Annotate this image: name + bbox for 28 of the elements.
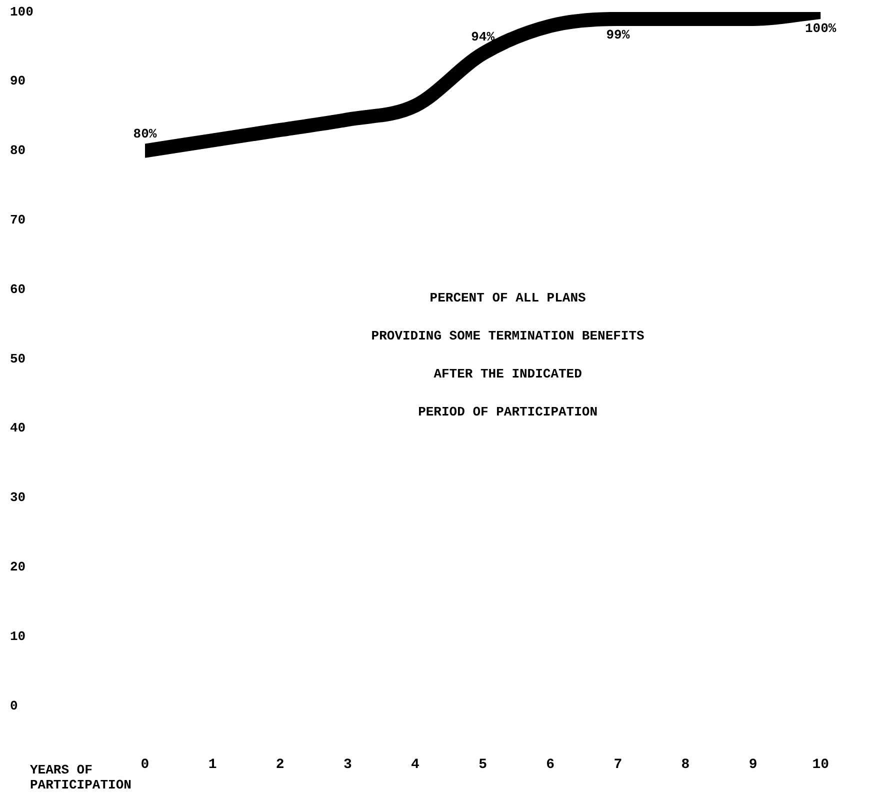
x-tick-label: 5 xyxy=(478,756,487,773)
x-tick-label: 10 xyxy=(812,756,830,773)
x-tick-label: 8 xyxy=(681,756,690,773)
x-tick-label: 2 xyxy=(276,756,284,773)
x-tick-label: 0 xyxy=(140,756,150,773)
y-tick-label: 80 xyxy=(10,143,26,158)
data-label: 100% xyxy=(804,20,836,36)
chart-title: PERCENT OF ALL PLANS PROVIDING SOME TERMINATION BENEFITS AFTER THE INDICATED PERIOD OF PARTICIPATION xyxy=(371,290,644,420)
data-label: 94% xyxy=(471,29,495,44)
x-tick-label: 3 xyxy=(343,756,352,773)
x-axis-title: YEARS OF PARTICIPATION xyxy=(30,762,132,792)
data-label: 80% xyxy=(133,126,157,142)
y-tick-label: 0 xyxy=(10,698,18,714)
y-tick-label: 20 xyxy=(10,559,26,574)
y-tick-label: 30 xyxy=(10,490,26,506)
y-tick-label: 40 xyxy=(10,420,26,436)
x-tick-label: 6 xyxy=(546,756,555,773)
y-tick-label: 60 xyxy=(10,282,26,297)
x-tick-label: 4 xyxy=(411,756,420,773)
y-tick-label: 90 xyxy=(10,74,26,89)
data-label: 99% xyxy=(606,28,630,43)
y-tick-label: 70 xyxy=(10,212,26,228)
y-tick-label: 100 xyxy=(10,4,34,20)
x-tick-label: 9 xyxy=(748,756,758,773)
y-tick-label: 10 xyxy=(10,628,26,644)
x-tick-label: 1 xyxy=(208,756,217,773)
y-tick-label: 50 xyxy=(10,351,26,366)
x-tick-label: 7 xyxy=(614,756,622,773)
